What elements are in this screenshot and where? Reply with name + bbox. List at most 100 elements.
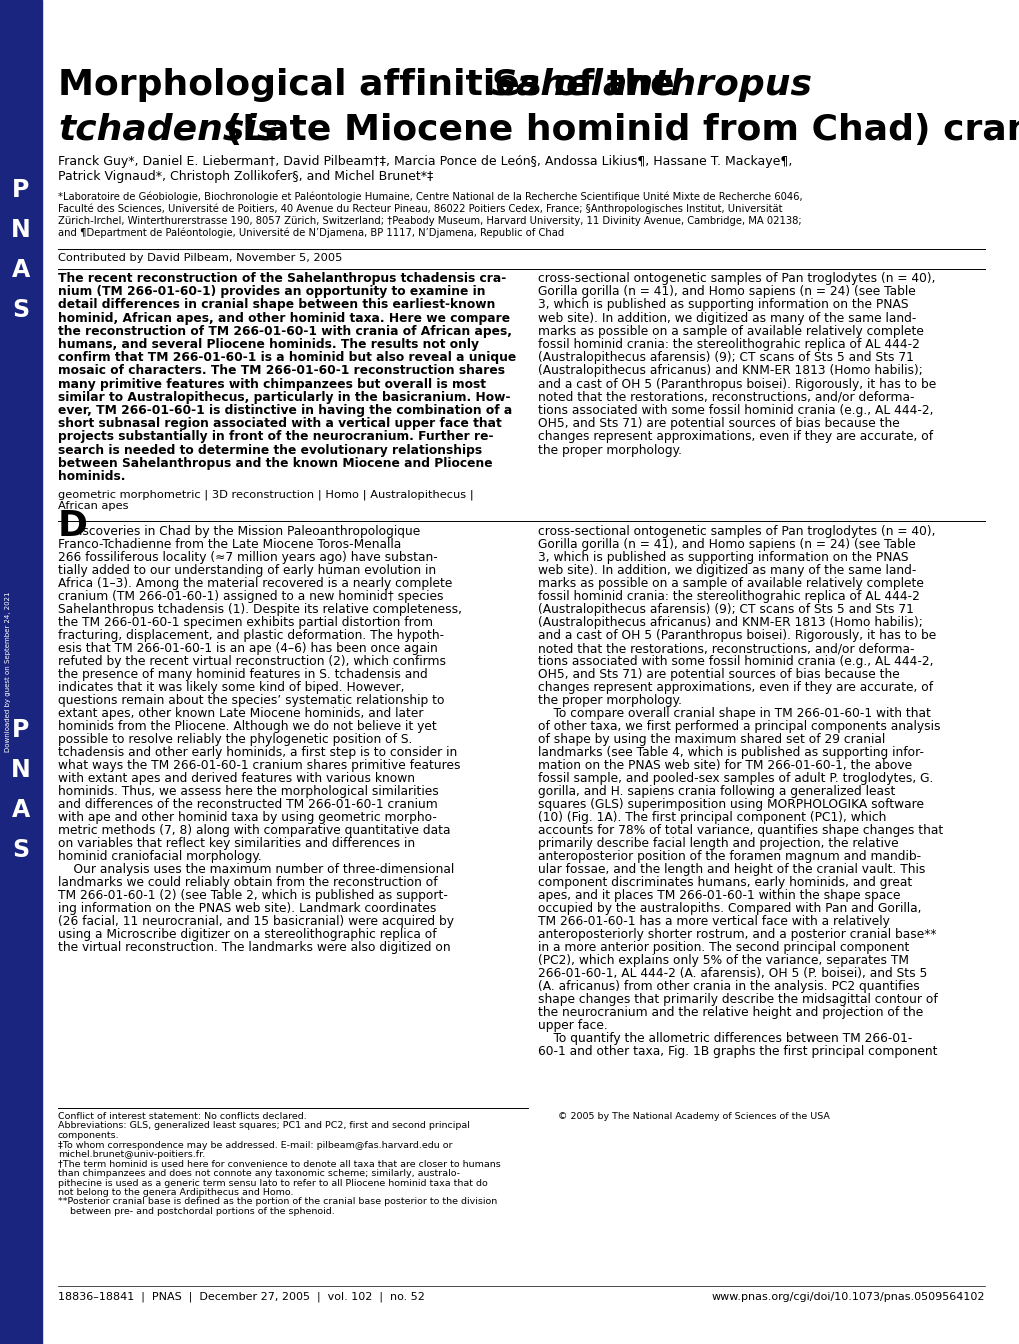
- Text: and ¶Department de Paléontologie, Université de N’Djamena, BP 1117, N’Djamena, R: and ¶Department de Paléontologie, Univer…: [58, 227, 564, 238]
- Text: (Australopithecus africanus) and KNM-ER 1813 (Homo habilis);: (Australopithecus africanus) and KNM-ER …: [537, 616, 922, 629]
- Text: Contributed by David Pilbeam, November 5, 2005: Contributed by David Pilbeam, November 5…: [58, 253, 342, 263]
- Text: michel.brunet@univ-poitiers.fr.: michel.brunet@univ-poitiers.fr.: [58, 1150, 205, 1159]
- Text: (Late Miocene hominid from Chad) cranium: (Late Miocene hominid from Chad) cranium: [213, 113, 1019, 146]
- Text: not belong to the genera Ardipithecus and Homo.: not belong to the genera Ardipithecus an…: [58, 1188, 293, 1198]
- Text: apes, and it places TM 266-01-60-1 within the shape space: apes, and it places TM 266-01-60-1 withi…: [537, 890, 900, 902]
- Text: To quantify the allometric differences between TM 266-01-: To quantify the allometric differences b…: [537, 1032, 911, 1046]
- Text: possible to resolve reliably the phylogenetic position of S.: possible to resolve reliably the phyloge…: [58, 734, 412, 746]
- Text: Faculté des Sciences, Université de Poitiers, 40 Avenue du Recteur Pineau, 86022: Faculté des Sciences, Université de Poit…: [58, 203, 782, 214]
- Text: †The term hominid is used here for convenience to denote all taxa that are close: †The term hominid is used here for conve…: [58, 1160, 500, 1168]
- Text: ‡To whom correspondence may be addressed. E-mail: pilbeam@fas.harvard.edu or: ‡To whom correspondence may be addressed…: [58, 1141, 452, 1149]
- Text: hominids from the Pliocene. Although we do not believe it yet: hominids from the Pliocene. Although we …: [58, 720, 436, 734]
- Text: what ways the TM 266-01-60-1 cranium shares primitive features: what ways the TM 266-01-60-1 cranium sha…: [58, 759, 460, 773]
- Text: N: N: [11, 218, 31, 242]
- Text: and differences of the reconstructed TM 266-01-60-1 cranium: and differences of the reconstructed TM …: [58, 798, 437, 812]
- Text: Patrick Vignaud*, Christoph Zollikofer§, and Michel Brunet*‡: Patrick Vignaud*, Christoph Zollikofer§,…: [58, 169, 433, 183]
- Text: noted that the restorations, reconstructions, and/or deforma-: noted that the restorations, reconstruct…: [537, 391, 914, 403]
- Text: ing information on the PNAS web site). Landmark coordinates: ing information on the PNAS web site). L…: [58, 902, 436, 915]
- Text: short subnasal region associated with a vertical upper face that: short subnasal region associated with a …: [58, 417, 501, 430]
- Text: marks as possible on a sample of available relatively complete: marks as possible on a sample of availab…: [537, 577, 923, 590]
- Text: shape changes that primarily describe the midsagittal contour of: shape changes that primarily describe th…: [537, 993, 936, 1007]
- Text: OH5, and Sts 71) are potential sources of bias because the: OH5, and Sts 71) are potential sources o…: [537, 668, 899, 681]
- Text: mation on the PNAS web site) for TM 266-01-60-1, the above: mation on the PNAS web site) for TM 266-…: [537, 759, 911, 773]
- Text: Gorilla gorilla (n = 41), and Homo sapiens (n = 24) (see Table: Gorilla gorilla (n = 41), and Homo sapie…: [537, 538, 915, 551]
- Text: upper face.: upper face.: [537, 1019, 607, 1032]
- Text: and a cast of OH 5 (Paranthropus boisei). Rigorously, it has to be: and a cast of OH 5 (Paranthropus boisei)…: [537, 378, 935, 391]
- Text: mosaic of characters. The TM 266-01-60-1 reconstruction shares: mosaic of characters. The TM 266-01-60-1…: [58, 364, 504, 378]
- Text: the virtual reconstruction. The landmarks were also digitized on: the virtual reconstruction. The landmark…: [58, 941, 450, 954]
- Text: landmarks we could reliably obtain from the reconstruction of: landmarks we could reliably obtain from …: [58, 876, 437, 890]
- Text: anteroposterior position of the foramen magnum and mandib-: anteroposterior position of the foramen …: [537, 851, 920, 863]
- Text: P: P: [12, 177, 30, 202]
- Text: Downloaded by guest on September 24, 2021: Downloaded by guest on September 24, 202…: [5, 591, 11, 753]
- Text: D: D: [58, 509, 88, 543]
- Text: search is needed to determine the evolutionary relationships: search is needed to determine the evolut…: [58, 444, 482, 457]
- Text: the proper morphology.: the proper morphology.: [537, 695, 682, 707]
- Text: Our analysis uses the maximum number of three-dimensional: Our analysis uses the maximum number of …: [58, 863, 453, 876]
- Text: extant apes, other known Late Miocene hominids, and later: extant apes, other known Late Miocene ho…: [58, 707, 423, 720]
- Text: *Laboratoire de Géobiologie, Biochronologie et Paléontologie Humaine, Centre Nat: *Laboratoire de Géobiologie, Biochronolo…: [58, 191, 802, 202]
- Text: **Posterior cranial base is defined as the portion of the cranial base posterior: **Posterior cranial base is defined as t…: [58, 1198, 497, 1207]
- Text: 60-1 and other taxa, Fig. 1B graphs the first principal component: 60-1 and other taxa, Fig. 1B graphs the …: [537, 1046, 936, 1058]
- Text: hominid craniofacial morphology.: hominid craniofacial morphology.: [58, 851, 262, 863]
- Text: To compare overall cranial shape in TM 266-01-60-1 with that: To compare overall cranial shape in TM 2…: [537, 707, 930, 720]
- Text: in a more anterior position. The second principal component: in a more anterior position. The second …: [537, 941, 909, 954]
- Text: with extant apes and derived features with various known: with extant apes and derived features wi…: [58, 773, 415, 785]
- Text: anteroposteriorly shorter rostrum, and a posterior cranial base**: anteroposteriorly shorter rostrum, and a…: [537, 929, 935, 941]
- Text: and a cast of OH 5 (Paranthropus boisei). Rigorously, it has to be: and a cast of OH 5 (Paranthropus boisei)…: [537, 629, 935, 642]
- Text: web site). In addition, we digitized as many of the same land-: web site). In addition, we digitized as …: [537, 564, 915, 577]
- Text: tions associated with some fossil hominid crania (e.g., AL 444-2,: tions associated with some fossil homini…: [537, 655, 932, 668]
- Text: 266 fossiliferous locality (≈7 million years ago) have substan-: 266 fossiliferous locality (≈7 million y…: [58, 551, 437, 564]
- Text: OH5, and Sts 71) are potential sources of bias because the: OH5, and Sts 71) are potential sources o…: [537, 417, 899, 430]
- Text: P: P: [12, 718, 30, 742]
- Text: primarily describe facial length and projection, the relative: primarily describe facial length and pro…: [537, 837, 898, 851]
- Bar: [0, 0, 42, 1344]
- Text: fossil hominid crania: the stereolithograhic replica of AL 444-2: fossil hominid crania: the stereolithogr…: [537, 337, 919, 351]
- Text: N: N: [11, 758, 31, 782]
- Text: indicates that it was likely some kind of biped. However,: indicates that it was likely some kind o…: [58, 681, 405, 695]
- Text: Franck Guy*, Daniel E. Lieberman†, David Pilbeam†‡, Marcia Ponce de León§, Andos: Franck Guy*, Daniel E. Lieberman†, David…: [58, 155, 792, 168]
- Text: metric methods (7, 8) along with comparative quantitative data: metric methods (7, 8) along with compara…: [58, 824, 450, 837]
- Text: nium (TM 266-01-60-1) provides an opportunity to examine in: nium (TM 266-01-60-1) provides an opport…: [58, 285, 485, 298]
- Text: changes represent approximations, even if they are accurate, of: changes represent approximations, even i…: [537, 430, 932, 444]
- Text: Sahelanthropus: Sahelanthropus: [489, 69, 811, 102]
- Text: tions associated with some fossil hominid crania (e.g., AL 444-2,: tions associated with some fossil homini…: [537, 405, 932, 417]
- Text: fracturing, displacement, and plastic deformation. The hypoth-: fracturing, displacement, and plastic de…: [58, 629, 443, 642]
- Text: many primitive features with chimpanzees but overall is most: many primitive features with chimpanzees…: [58, 378, 485, 391]
- Text: cross-sectional ontogenetic samples of Pan troglodytes (n = 40),: cross-sectional ontogenetic samples of P…: [537, 526, 934, 538]
- Text: Morphological affinities of the: Morphological affinities of the: [58, 69, 687, 102]
- Text: S: S: [12, 298, 30, 323]
- Text: ever, TM 266-01-60-1 is distinctive in having the combination of a: ever, TM 266-01-60-1 is distinctive in h…: [58, 405, 512, 417]
- Text: on variables that reflect key similarities and differences in: on variables that reflect key similariti…: [58, 837, 415, 851]
- Text: between Sahelanthropus and the known Miocene and Pliocene: between Sahelanthropus and the known Mio…: [58, 457, 492, 470]
- Text: accounts for 78% of total variance, quantifies shape changes that: accounts for 78% of total variance, quan…: [537, 824, 943, 837]
- Text: the proper morphology.: the proper morphology.: [537, 444, 682, 457]
- Text: the TM 266-01-60-1 specimen exhibits partial distortion from: the TM 266-01-60-1 specimen exhibits par…: [58, 616, 433, 629]
- Text: noted that the restorations, reconstructions, and/or deforma-: noted that the restorations, reconstruct…: [537, 642, 914, 655]
- Text: iscoveries in Chad by the Mission Paleoanthropologique: iscoveries in Chad by the Mission Paleoa…: [78, 526, 420, 538]
- Text: African apes: African apes: [58, 501, 128, 511]
- Text: hominids.: hominids.: [58, 470, 125, 482]
- Text: component discriminates humans, early hominids, and great: component discriminates humans, early ho…: [537, 876, 911, 890]
- Text: hominids. Thus, we assess here the morphological similarities: hominids. Thus, we assess here the morph…: [58, 785, 438, 798]
- Text: components.: components.: [58, 1132, 119, 1140]
- Text: (Australopithecus afarensis) (9); CT scans of Sts 5 and Sts 71: (Australopithecus afarensis) (9); CT sca…: [537, 351, 913, 364]
- Text: © 2005 by The National Academy of Sciences of the USA: © 2005 by The National Academy of Scienc…: [557, 1111, 829, 1121]
- Text: marks as possible on a sample of available relatively complete: marks as possible on a sample of availab…: [537, 325, 923, 337]
- Text: with ape and other hominid taxa by using geometric morpho-: with ape and other hominid taxa by using…: [58, 812, 436, 824]
- Text: projects substantially in front of the neurocranium. Further re-: projects substantially in front of the n…: [58, 430, 493, 444]
- Text: The recent reconstruction of the Sahelanthropus tchadensis cra-: The recent reconstruction of the Sahelan…: [58, 271, 505, 285]
- Text: tchadensis: tchadensis: [58, 113, 278, 146]
- Text: Franco-Tchadienne from the Late Miocene Toros-Menalla: Franco-Tchadienne from the Late Miocene …: [58, 538, 400, 551]
- Text: tchadensis and other early hominids, a first step is to consider in: tchadensis and other early hominids, a f…: [58, 746, 457, 759]
- Text: the neurocranium and the relative height and projection of the: the neurocranium and the relative height…: [537, 1007, 922, 1019]
- Text: web site). In addition, we digitized as many of the same land-: web site). In addition, we digitized as …: [537, 312, 915, 325]
- Text: 266-01-60-1, AL 444-2 (A. afarensis), OH 5 (P. boisei), and Sts 5: 266-01-60-1, AL 444-2 (A. afarensis), OH…: [537, 968, 926, 980]
- Text: Zürich-Irchel, Winterthurerstrasse 190, 8057 Zürich, Switzerland; †Peabody Museu: Zürich-Irchel, Winterthurerstrasse 190, …: [58, 216, 801, 226]
- Text: Africa (1–3). Among the material recovered is a nearly complete: Africa (1–3). Among the material recover…: [58, 577, 452, 590]
- Text: of other taxa, we first performed a principal components analysis: of other taxa, we first performed a prin…: [537, 720, 940, 734]
- Text: A: A: [12, 258, 31, 282]
- Text: geometric morphometric | 3D reconstruction | Homo | Australopithecus |: geometric morphometric | 3D reconstructi…: [58, 489, 473, 500]
- Text: hominid, African apes, and other hominid taxa. Here we compare: hominid, African apes, and other hominid…: [58, 312, 510, 325]
- Text: (A. africanus) from other crania in the analysis. PC2 quantifies: (A. africanus) from other crania in the …: [537, 980, 919, 993]
